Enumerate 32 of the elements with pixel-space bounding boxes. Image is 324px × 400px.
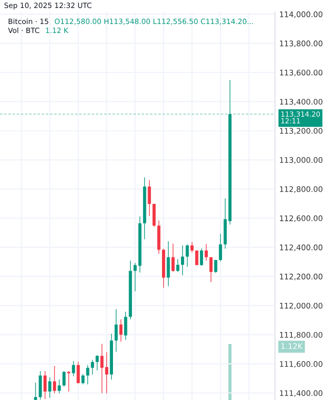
candlestick (190, 242, 194, 253)
candlestick (119, 319, 122, 342)
candlestick (204, 244, 208, 262)
candlestick (90, 360, 94, 375)
candlestick (58, 379, 61, 394)
candlestick (38, 370, 42, 400)
candlestick (96, 354, 99, 371)
candlestick (48, 376, 52, 398)
candlestick (152, 204, 156, 228)
candlestick (209, 256, 213, 282)
candlestick (34, 382, 38, 400)
candlestick (86, 364, 90, 385)
candlestick (43, 370, 47, 400)
candlestick (218, 233, 222, 262)
candlestick (62, 370, 66, 387)
candlestick (100, 344, 104, 394)
candlestick (148, 180, 151, 216)
candlestick (186, 244, 189, 268)
candlestick (214, 260, 218, 274)
candlestick (176, 258, 180, 272)
candlestick (114, 308, 118, 352)
candlestick (52, 366, 56, 394)
candlestick (124, 311, 128, 340)
candlestick (134, 262, 137, 292)
candlestick (171, 243, 175, 272)
candlestick (166, 240, 170, 287)
candlestick (180, 245, 184, 276)
candlestick (76, 361, 80, 384)
candlestick (81, 374, 85, 385)
candlestick (72, 360, 76, 377)
candlestick (195, 250, 198, 266)
candlestick (200, 248, 204, 266)
